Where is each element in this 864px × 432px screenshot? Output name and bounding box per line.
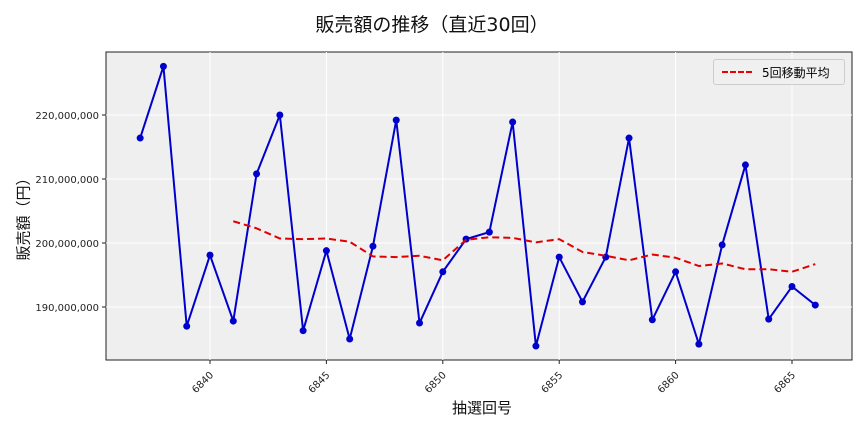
svg-text:6840: 6840	[190, 370, 216, 396]
svg-text:190,000,000: 190,000,000	[35, 303, 99, 314]
svg-text:200,000,000: 200,000,000	[35, 239, 99, 250]
chart-title: 販売額の推移（直近30回）	[315, 14, 549, 36]
svg-text:220,000,000: 220,000,000	[35, 111, 99, 122]
svg-text:6850: 6850	[423, 370, 449, 396]
svg-text:6865: 6865	[772, 370, 798, 396]
legend: 5回移動平均	[713, 59, 845, 85]
dashed-line-icon	[722, 71, 752, 73]
legend-label: 5回移動平均	[762, 65, 830, 80]
svg-text:210,000,000: 210,000,000	[35, 175, 99, 186]
svg-text:6855: 6855	[540, 370, 566, 396]
x-axis-label: 抽選回号	[451, 399, 512, 417]
svg-text:6860: 6860	[656, 370, 682, 396]
svg-text:6845: 6845	[307, 370, 333, 396]
